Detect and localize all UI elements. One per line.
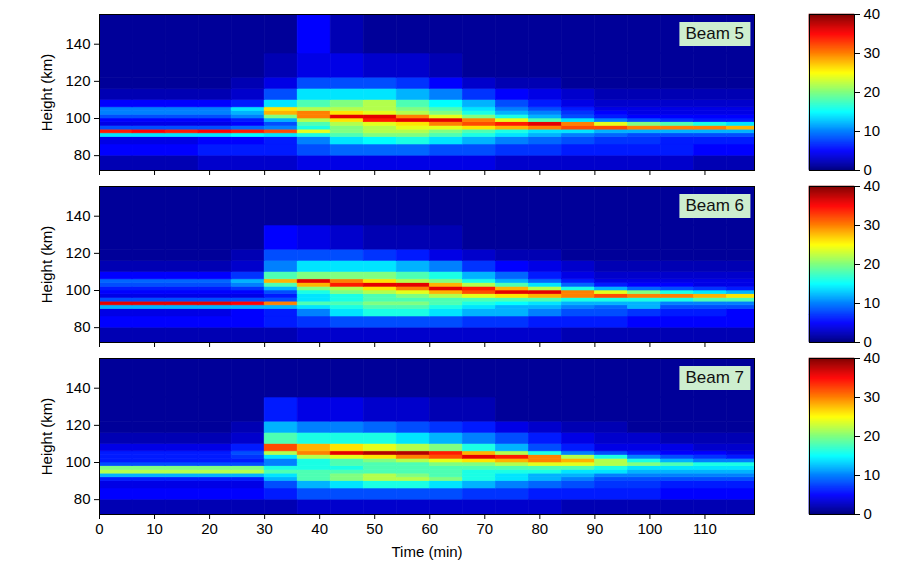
svg-text:140: 140	[65, 379, 90, 396]
svg-text:120: 120	[65, 416, 90, 433]
svg-text:20: 20	[864, 255, 881, 272]
svg-text:40: 40	[864, 350, 881, 366]
svg-text:30: 30	[864, 216, 881, 233]
svg-text:80: 80	[74, 318, 91, 335]
svg-text:20: 20	[201, 520, 218, 537]
svg-text:40: 40	[864, 178, 881, 194]
svg-text:Height (km): Height (km)	[38, 226, 55, 304]
svg-text:30: 30	[256, 520, 273, 537]
svg-text:0: 0	[864, 161, 872, 178]
svg-text:100: 100	[65, 281, 90, 298]
svg-text:10: 10	[864, 466, 881, 483]
html-text:Beam 7: Beam 7	[685, 368, 744, 387]
svg-text:100: 100	[637, 520, 662, 537]
svg-text:80: 80	[74, 146, 91, 163]
svg-text:90: 90	[587, 520, 604, 537]
svg-text:120: 120	[65, 72, 90, 89]
svg-text:0: 0	[95, 520, 103, 537]
svg-text:0: 0	[864, 505, 872, 522]
svg-text:20: 20	[864, 427, 881, 444]
svg-text:Height (km): Height (km)	[38, 54, 55, 132]
svg-text:30: 30	[864, 44, 881, 61]
svg-text:Time (min): Time (min)	[391, 543, 462, 560]
svg-text:100: 100	[65, 453, 90, 470]
svg-text:10: 10	[864, 122, 881, 139]
svg-text:20: 20	[864, 83, 881, 100]
svg-text:80: 80	[74, 490, 91, 507]
svg-text:0: 0	[864, 333, 872, 350]
svg-text:140: 140	[65, 35, 90, 52]
html-text:Beam 5: Beam 5	[685, 24, 744, 43]
svg-text:100: 100	[65, 109, 90, 126]
svg-text:60: 60	[421, 520, 438, 537]
svg-text:30: 30	[864, 388, 881, 405]
svg-text:140: 140	[65, 207, 90, 224]
svg-text:40: 40	[311, 520, 328, 537]
svg-text:10: 10	[864, 294, 881, 311]
svg-text:50: 50	[366, 520, 383, 537]
svg-text:Height (km): Height (km)	[38, 398, 55, 476]
html-text:Beam 6: Beam 6	[685, 196, 744, 215]
svg-text:80: 80	[531, 520, 548, 537]
svg-text:40: 40	[864, 6, 881, 22]
svg-text:110: 110	[693, 520, 717, 537]
svg-text:70: 70	[476, 520, 493, 537]
svg-text:120: 120	[65, 244, 90, 261]
svg-text:10: 10	[146, 520, 163, 537]
